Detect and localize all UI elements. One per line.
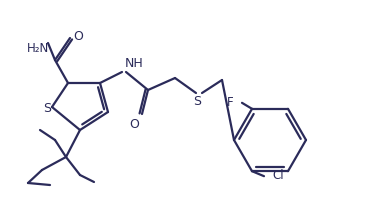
Text: NH: NH bbox=[125, 56, 144, 70]
Text: O: O bbox=[73, 30, 83, 43]
Text: H₂N: H₂N bbox=[27, 42, 49, 55]
Text: S: S bbox=[43, 101, 51, 114]
Text: Cl: Cl bbox=[272, 169, 283, 182]
Text: S: S bbox=[193, 95, 201, 107]
Text: O: O bbox=[129, 117, 139, 131]
Text: F: F bbox=[227, 96, 234, 109]
